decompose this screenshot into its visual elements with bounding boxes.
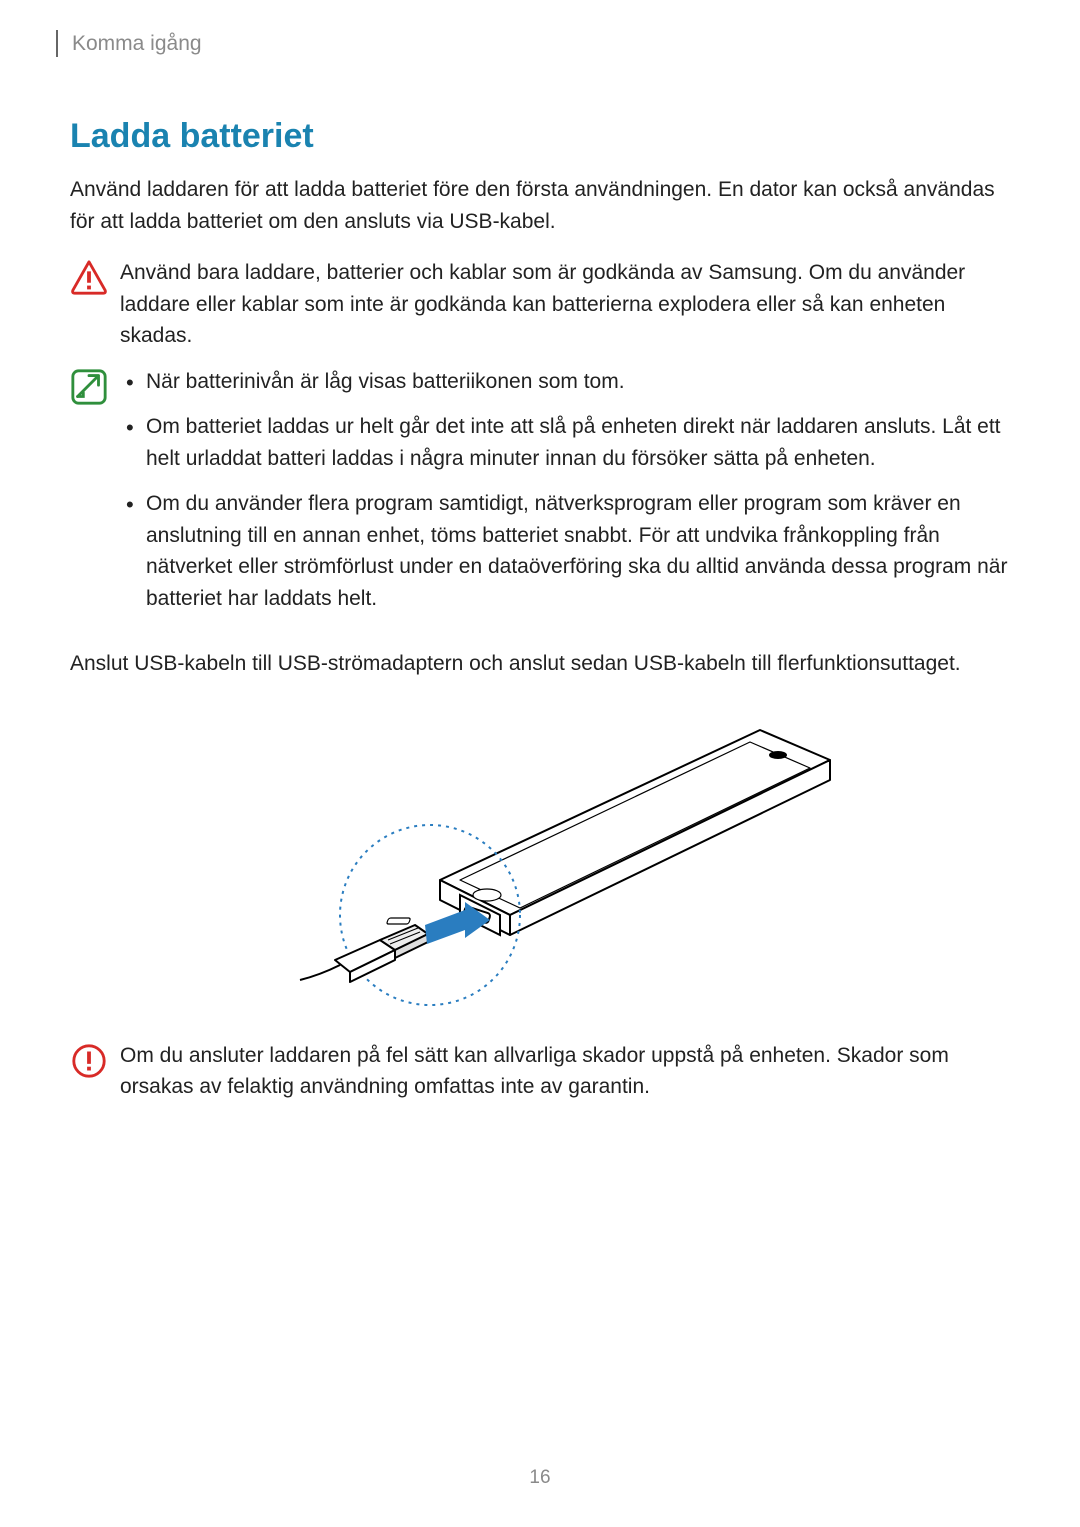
note-bullet-2: Om batteriet laddas ur helt går det inte… — [146, 411, 1010, 474]
note-bullet-3: Om du använder flera program samtidigt, … — [146, 488, 1010, 614]
note-icon — [70, 366, 120, 411]
warning-callout: Använd bara laddare, batterier och kabla… — [70, 257, 1010, 352]
warning-text: Använd bara laddare, batterier och kabla… — [120, 257, 1010, 352]
note-bullets: När batterinivån är låg visas batteriiko… — [120, 366, 1010, 629]
note-bullet-1: När batterinivån är låg visas batteriiko… — [146, 366, 1010, 398]
caution-callout: Om du ansluter laddaren på fel sätt kan … — [70, 1040, 1010, 1103]
breadcrumb: Komma igång — [56, 30, 1010, 57]
charging-diagram — [70, 700, 1010, 1010]
note-callout: När batterinivån är låg visas batteriiko… — [70, 366, 1010, 629]
intro-paragraph: Använd laddaren för att ladda batteriet … — [70, 174, 1010, 237]
page-number: 16 — [0, 1467, 1080, 1489]
section-title: Ladda batteriet — [70, 117, 1010, 156]
body-paragraph: Anslut USB-kabeln till USB-strömadaptern… — [70, 648, 1010, 680]
page: Komma igång Ladda batteriet Använd ladda… — [0, 0, 1080, 1527]
warning-icon — [70, 257, 120, 302]
caution-icon — [70, 1040, 120, 1085]
caution-text: Om du ansluter laddaren på fel sätt kan … — [120, 1040, 1010, 1103]
